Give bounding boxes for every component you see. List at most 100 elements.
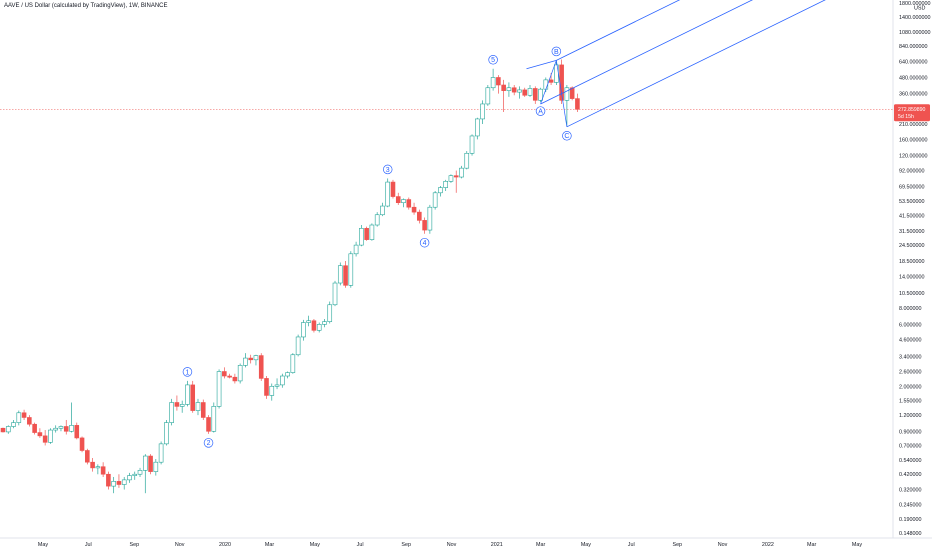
price-tick-label: 210.000000: [899, 122, 927, 128]
pitchfork-upper-extension: [526, 60, 557, 70]
candle-body: [480, 103, 485, 120]
candle-body: [222, 371, 227, 377]
candle-body: [395, 196, 401, 204]
time-tick-label: Nov: [718, 542, 728, 548]
wave-label-circle: [488, 55, 498, 65]
time-axis[interactable]: May Jul Sep Nov 2020 Mar May Jul Sep Nov 2021 Mar Ma…: [0, 537, 932, 548]
time-tick-label: 2020: [219, 542, 231, 548]
candle-body: [185, 384, 190, 405]
price-tick-label: 0.420000: [899, 472, 921, 478]
candle-body: [443, 181, 448, 188]
price-tick-label: 640.000000: [899, 59, 927, 65]
candles-group: [0, 59, 580, 494]
candle-body: [216, 371, 222, 407]
candle-body: [474, 118, 480, 137]
candle-body: [348, 253, 354, 286]
time-tick-label: May: [310, 542, 320, 548]
candle-body: [253, 355, 259, 361]
drawings-group: 1 2 3 4 5 A B C: [182, 0, 826, 448]
last-price-tag: [894, 104, 930, 122]
time-tick-label: Jul: [357, 542, 364, 548]
last-price-countdown: 5d 15h: [898, 114, 914, 120]
candle-body: [174, 402, 180, 407]
price-tick-label: 24.500000: [899, 243, 924, 249]
candle-body: [79, 437, 85, 451]
candle-body: [153, 461, 159, 472]
candle-body: [106, 473, 111, 487]
wave-label: A: [538, 109, 543, 116]
wave-label: C: [564, 133, 569, 140]
candle-body: [485, 87, 491, 105]
candle-body: [569, 87, 575, 99]
candle-body: [385, 181, 391, 207]
candle-body: [295, 336, 301, 356]
candle-body: [406, 199, 412, 208]
price-tick-label: 360.000000: [899, 92, 927, 98]
time-tick-label: May: [581, 542, 591, 548]
candle-body: [264, 378, 269, 396]
candle-body: [369, 224, 375, 240]
wave-label-circle: [382, 164, 393, 175]
candle-body: [411, 206, 417, 213]
candle-body: [538, 88, 543, 101]
candle-body: [27, 417, 32, 425]
price-tick-label: 0.245000: [899, 503, 921, 509]
time-tick-label: May: [38, 542, 48, 548]
candle-body: [453, 175, 459, 178]
candle-body: [316, 324, 322, 331]
time-tick-label: 2022: [762, 542, 774, 548]
price-tick-label: 3.400000: [899, 354, 921, 360]
candle-body: [285, 372, 290, 377]
price-tick-label: 0.148000: [899, 531, 921, 537]
candle-body: [190, 384, 196, 411]
currency-label: USD: [914, 6, 925, 12]
candle-body: [16, 412, 22, 423]
candle-body: [548, 79, 554, 83]
candle-body: [564, 87, 570, 101]
candle-body: [417, 211, 422, 221]
candle-body: [37, 432, 43, 437]
wave-label-circle: [203, 438, 214, 448]
time-tick-label: Nov: [447, 542, 457, 548]
candle-body: [200, 402, 206, 418]
wave-label: 5: [491, 57, 495, 64]
time-tick-label: Nov: [175, 542, 185, 548]
candle-body: [5, 426, 11, 433]
price-tick-label: 2.000000: [899, 384, 921, 390]
candle-body: [69, 425, 74, 432]
time-tick-label: 2021: [491, 542, 503, 548]
candle-body: [227, 375, 232, 378]
wave-label: B: [554, 49, 559, 56]
candle-body: [301, 322, 306, 338]
price-tick-label: 6.000000: [899, 322, 921, 328]
wave-label-circle: [551, 46, 562, 57]
pitchfork-lower-line: [566, 0, 826, 128]
candle-body: [74, 425, 80, 439]
price-tick-label: 10.500000: [899, 291, 924, 297]
candle-body: [543, 79, 549, 90]
candle-body: [274, 384, 280, 387]
candle-body: [306, 320, 311, 323]
price-tick-label: 0.900000: [899, 429, 921, 435]
candle-body: [179, 404, 185, 407]
time-tick-label: Jul: [628, 542, 635, 548]
candle-body: [322, 321, 327, 325]
price-tick-label: 41.500000: [899, 213, 924, 219]
wave-label: 4: [423, 240, 427, 247]
last-price-value: 272.859890: [898, 107, 926, 113]
candle-body: [401, 199, 406, 204]
candle-body: [390, 181, 396, 197]
pitchfork-median-line: [540, 0, 753, 105]
candle-body: [121, 479, 127, 485]
price-tick-label: 1080.000000: [899, 30, 930, 36]
price-axis[interactable]: 1800.000000 1400.000000 1080.000000 840.000…: [892, 0, 930, 538]
candle-body: [0, 427, 6, 433]
price-tick-label: 1.550000: [899, 399, 921, 405]
candle-body: [459, 167, 464, 178]
candle-body: [63, 426, 69, 432]
wave-label: 3: [386, 167, 390, 174]
candle-body: [21, 412, 27, 418]
candle-body: [522, 89, 528, 96]
candle-body: [137, 470, 143, 475]
